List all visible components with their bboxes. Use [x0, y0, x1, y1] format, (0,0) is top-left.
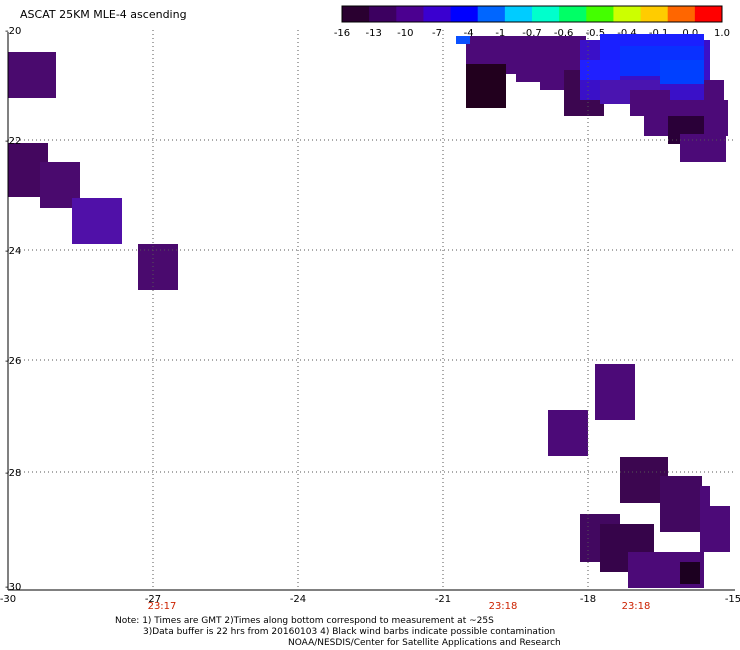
data-cell [580, 60, 620, 80]
lon-tick-label: -21 [435, 594, 451, 605]
colorbar-tick-label: -1 [495, 28, 505, 39]
colorbar-frame [341, 5, 723, 23]
gridlines [8, 30, 735, 590]
colorbar-tick-label: -10 [397, 28, 413, 39]
data-cells [8, 34, 730, 588]
lon-tick-label: -18 [580, 594, 596, 605]
data-cell [72, 198, 122, 244]
colorbar [341, 5, 723, 23]
colorbar-segment [423, 6, 452, 22]
time-label: 23:17 [148, 601, 177, 612]
data-cell [466, 64, 506, 108]
lat-tick-label: -20 [5, 26, 21, 37]
colorbar-tick-label: -0.4 [617, 28, 637, 39]
lon-tick-label: -24 [290, 594, 306, 605]
data-cell [680, 562, 700, 584]
lat-tick-label: -30 [5, 582, 21, 593]
data-cell [456, 36, 470, 44]
data-cell [548, 410, 588, 456]
colorbar-segment [369, 6, 397, 22]
colorbar-segment [667, 6, 696, 22]
lon-tick-labels: -30 -27 -24 -21 -18 -15 [0, 594, 740, 605]
colorbar-tick-label: -13 [365, 28, 381, 39]
lon-tick-label: -27 [145, 594, 161, 605]
colorbar-segment [694, 6, 723, 22]
colorbar-tick-label: -0.5 [586, 28, 606, 39]
data-cell [660, 476, 702, 532]
colorbar-segment [450, 6, 479, 22]
lon-tick-label: -15 [725, 594, 740, 605]
lat-tick-label: -24 [5, 246, 21, 257]
colorbar-ticks: -16 -13 -10 -7 -4 -1 -0.7 -0.6 -0.5 -0.4 -0.1 0.0 1.… [334, 28, 730, 39]
colorbar-tick-label: 1.0 [714, 28, 730, 39]
data-cell [700, 506, 730, 552]
time-label: 23:18 [489, 601, 518, 612]
data-cell [660, 60, 704, 84]
lat-tick-label: -28 [5, 468, 21, 479]
lat-tick-label: -22 [5, 136, 21, 147]
time-label: 23:18 [622, 601, 651, 612]
note-line-2: 3)Data buffer is 22 hrs from 20160103 4)… [143, 627, 556, 637]
colorbar-segment [613, 6, 642, 22]
lon-tick-label: -30 [0, 594, 16, 605]
data-cell [138, 244, 178, 290]
colorbar-tick-label: -16 [334, 28, 350, 39]
data-cell [700, 486, 710, 506]
data-cell [680, 134, 726, 162]
colorbar-segment [342, 6, 370, 22]
data-cell [8, 52, 56, 98]
colorbar-segment [504, 6, 533, 22]
colorbar-segment [477, 6, 506, 22]
colorbar-segment [640, 6, 669, 22]
colorbar-tick-label: -0.1 [649, 28, 669, 39]
colorbar-segment [559, 6, 587, 22]
colorbar-tick-label: -4 [464, 28, 474, 39]
data-cell [704, 80, 724, 136]
plot-title: ASCAT 25KM MLE-4 ascending [20, 8, 187, 21]
lat-tick-label: -26 [5, 356, 21, 367]
data-cell [595, 364, 635, 420]
lat-tick-labels: -20 -22 -24 -26 -28 -30 [5, 26, 21, 593]
time-labels: 23:17 23:18 23:18 [148, 601, 651, 612]
colorbar-segment [586, 6, 614, 22]
colorbar-segment [396, 6, 424, 22]
colorbar-tick-label: -0.6 [554, 28, 574, 39]
colorbar-tick-label: -7 [432, 28, 442, 39]
colorbar-tick-label: 0.0 [682, 28, 698, 39]
colorbar-tick-label: -0.7 [522, 28, 542, 39]
note-line-1: Note: 1) Times are GMT 2)Times along bot… [115, 616, 494, 626]
note-line-3: NOAA/NESDIS/Center for Satellite Applica… [288, 638, 561, 648]
colorbar-segment [532, 6, 560, 22]
